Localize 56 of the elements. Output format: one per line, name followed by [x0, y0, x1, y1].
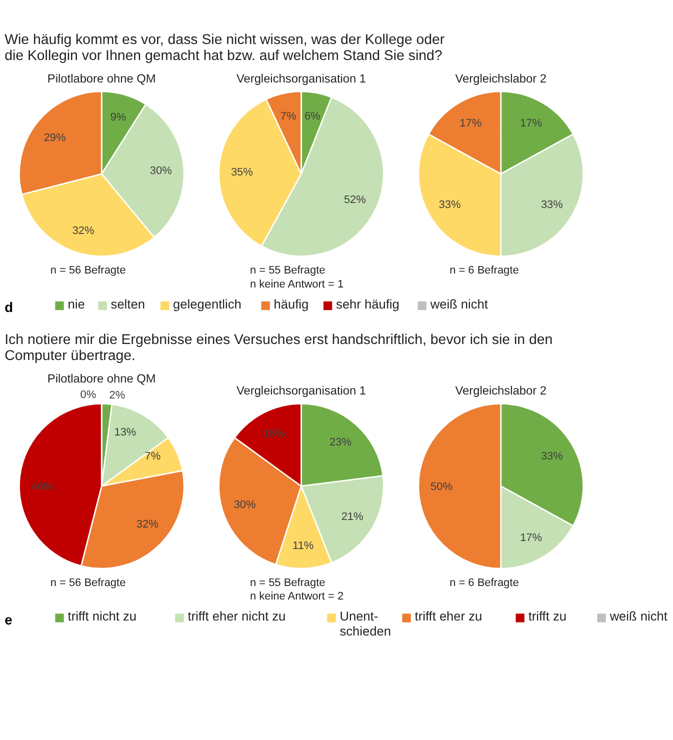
text: n keine Antwort = 1 — [250, 278, 344, 290]
chart-title: Vergleichslabor 2 — [455, 71, 547, 86]
text: n = 56 Befragte — [50, 264, 126, 277]
data-label: 17% — [460, 117, 482, 130]
legend-label: Unent- schieden — [340, 608, 391, 638]
legend-label: weiß nicht — [608, 608, 668, 624]
data-label: 50% — [430, 480, 453, 493]
data-label: 33% — [438, 198, 462, 211]
data-label: 7% — [280, 110, 296, 123]
legend-label: trifft eher zu — [414, 608, 482, 624]
legend-label: sehr häufig — [336, 296, 400, 312]
data-label: 30% — [150, 164, 172, 177]
data-label: 13% — [114, 426, 136, 438]
legend-label: weiß nicht — [429, 296, 488, 312]
data-label: 21% — [341, 510, 364, 523]
data-label: 29% — [44, 132, 66, 144]
text: n = 55 Befragte — [250, 576, 326, 589]
legend-label: trifft zu — [528, 608, 566, 624]
legend-label: nie — [68, 296, 85, 312]
data-label: 2% — [109, 389, 126, 402]
data-label: 52% — [344, 194, 366, 206]
text: n = 6 Befragte — [450, 264, 519, 277]
data-label: 35% — [230, 166, 254, 179]
text: n = 6 Befragte — [450, 576, 519, 589]
legend-label: gelegentlich — [173, 296, 242, 312]
text: e — [4, 612, 13, 628]
text: 0% — [80, 389, 96, 402]
data-label: 33% — [540, 198, 564, 211]
data-label: 33% — [540, 450, 564, 463]
text: n = 56 Befragte — [50, 576, 126, 589]
chart-subtitle: Ich notiere mir die Ergebnisse eines Versuches erst handschriftlich, bevor ich sie in den Computer übertrage. — [4, 332, 553, 364]
data-label: 32% — [72, 224, 95, 237]
data-label: 17% — [520, 532, 542, 544]
data-label: 32% — [136, 518, 159, 531]
data-label: 7% — [144, 450, 161, 463]
data-label: 15% — [263, 428, 286, 440]
data-label: 30% — [234, 499, 256, 512]
legend-label: häufig — [274, 296, 309, 312]
chart-title: Pilotlabore ohne QM — [47, 71, 156, 86]
text: d — [4, 300, 13, 316]
data-label: 6% — [304, 110, 321, 122]
chart-subtitle: Wie häufig kommt es vor, dass Sie nicht wissen, was der Kollege oder die Kollegin vor Ihnen gemacht hat bzw. auf welchem Stand Sie sind? — [4, 32, 445, 64]
data-label: 9% — [110, 112, 126, 124]
chart-title: Vergleichsorganisation 1 — [236, 384, 366, 398]
data-label: 17% — [520, 117, 542, 130]
text: n = 55 Befragte — [250, 264, 326, 277]
data-label: 11% — [292, 540, 314, 552]
chart-title: Vergleichsorganisation 1 — [236, 71, 366, 86]
legend-label: trifft eher nicht zu — [188, 608, 286, 624]
chart-title: Vergleichslabor 2 — [455, 384, 547, 398]
legend-label: selten — [110, 296, 145, 312]
chart-title: Pilotlabore ohne QM — [47, 372, 156, 386]
text: n keine Antwort = 2 — [250, 590, 344, 603]
data-label: 23% — [330, 436, 352, 448]
data-label: 46% — [31, 480, 54, 493]
legend-label: trifft nicht zu — [68, 608, 137, 624]
